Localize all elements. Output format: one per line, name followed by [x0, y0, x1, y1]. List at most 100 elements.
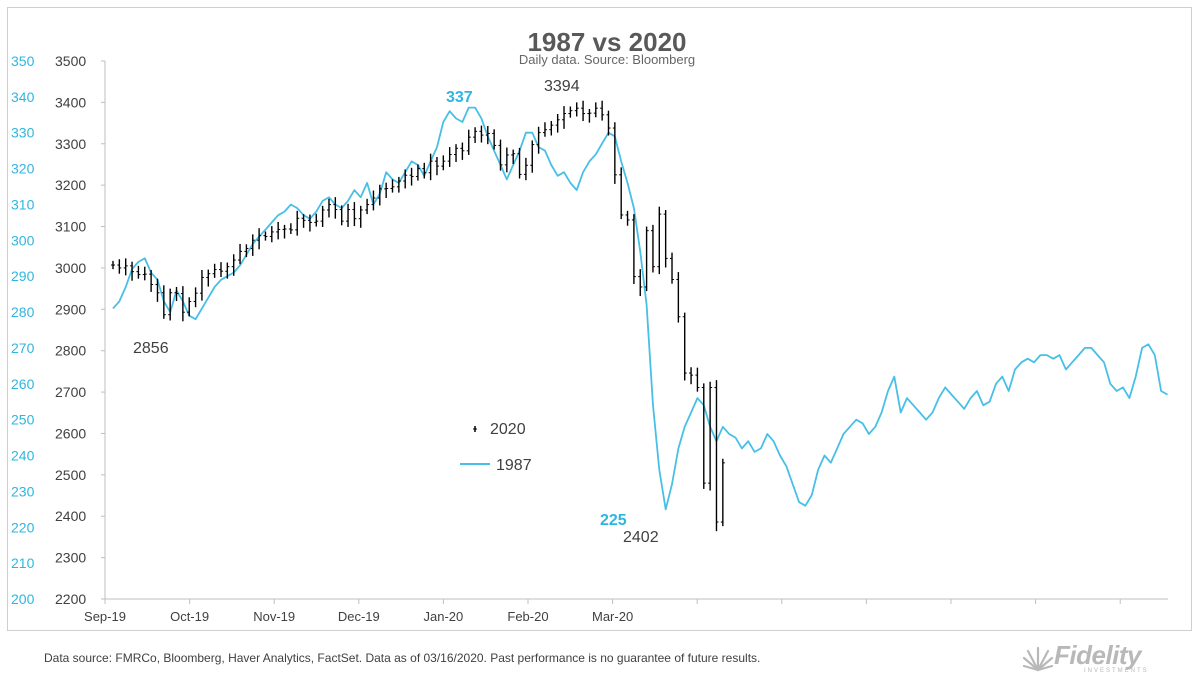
ohlc-bar	[403, 169, 408, 189]
footer-note: Data source: FMRCo, Bloomberg, Haver Ana…	[44, 651, 761, 665]
left-tick-label: 330	[11, 125, 35, 141]
ohlc-bar	[701, 383, 706, 489]
ohlc-bar	[473, 127, 478, 143]
annotation-3394: 3394	[544, 78, 580, 95]
ohlc-bar	[492, 129, 497, 150]
ohlc-bar	[257, 228, 262, 250]
left-axis: 200 210 220 230 240 250 260 270 280 290 300 310 320 3…	[11, 53, 35, 607]
ohlc-bar	[587, 109, 592, 123]
ohlc-bar	[422, 162, 427, 179]
ohlc-bar	[720, 458, 725, 527]
ohlc-bar	[193, 287, 198, 308]
ohlc-bar	[396, 176, 401, 193]
ohlc-bar	[282, 224, 287, 239]
right-tick-label: 2700	[55, 384, 86, 400]
fidelity-logo: Fidelity INVESTMENTS	[1022, 638, 1182, 678]
ohlc-bar	[485, 125, 490, 145]
ohlc-bar	[199, 269, 204, 301]
ohlc-bar	[581, 100, 586, 122]
ohlc-bar	[130, 261, 135, 281]
ohlc-bar	[562, 106, 567, 129]
legend-marker-2020	[473, 426, 477, 432]
left-tick-label: 270	[11, 340, 35, 356]
right-tick-label: 3000	[55, 260, 86, 276]
right-tick-label: 2900	[55, 301, 86, 317]
x-tick-label: Sep-19	[84, 609, 126, 624]
series-line-1987	[112, 106, 1168, 511]
logo-sunburst-icon	[1022, 646, 1054, 672]
annotation-225: 225	[600, 512, 627, 529]
logo-subtext: INVESTMENTS	[1084, 668, 1149, 674]
ohlc-bar	[542, 122, 547, 137]
left-tick-label: 260	[11, 376, 35, 392]
ohlc-bar	[574, 102, 579, 117]
ohlc-bar	[111, 260, 115, 270]
left-tick-label: 350	[11, 53, 35, 69]
ohlc-bar	[409, 167, 414, 186]
ohlc-bar	[670, 252, 675, 284]
ohlc-bar	[606, 110, 611, 136]
left-tick-label: 290	[11, 268, 35, 284]
ohlc-bar	[657, 206, 662, 275]
ohlc-bar	[231, 254, 236, 276]
ohlc-bar	[428, 153, 433, 181]
ohlc-bar	[676, 272, 681, 323]
chart-title: 1987 vs 2020	[527, 27, 686, 57]
right-tick-label: 3100	[55, 219, 86, 235]
ohlc-bar	[650, 224, 655, 273]
right-tick-label: 2200	[55, 591, 86, 607]
left-tick-label: 210	[11, 555, 35, 571]
ohlc-bar	[136, 265, 141, 279]
ohlc-bar	[695, 367, 700, 392]
ohlc-bar	[206, 269, 211, 287]
ohlc-bar	[708, 381, 713, 491]
right-tick-label: 3400	[55, 94, 86, 110]
ohlc-bar	[117, 259, 122, 274]
series-1987	[112, 106, 1168, 511]
x-tick-label: Mar-20	[592, 609, 633, 624]
ohlc-bar	[269, 226, 274, 243]
left-tick-label: 340	[11, 89, 35, 105]
legend-label-2020: 2020	[490, 421, 526, 438]
right-tick-label: 2600	[55, 425, 86, 441]
ohlc-bar	[625, 210, 630, 226]
ohlc-bar	[238, 243, 243, 265]
right-tick-label: 3300	[55, 136, 86, 152]
ohlc-bar	[555, 113, 560, 133]
ohlc-bar	[320, 205, 325, 227]
ohlc-bar	[187, 297, 192, 317]
legend-label-1987: 1987	[496, 457, 532, 474]
right-axis: 2200 2300 2400 2500 2600 2700 2800 2900 3000 3100…	[55, 53, 105, 607]
ohlc-bar	[212, 263, 217, 278]
x-tick-label: Oct-19	[170, 609, 209, 624]
ohlc-bar	[142, 266, 147, 281]
left-tick-label: 200	[11, 591, 35, 607]
left-tick-label: 280	[11, 304, 35, 320]
ohlc-bar	[384, 182, 389, 198]
ohlc-bar	[365, 198, 370, 215]
left-tick-label: 230	[11, 483, 35, 499]
right-tick-label: 3200	[55, 177, 86, 193]
ohlc-bar	[441, 155, 446, 171]
ohlc-bar	[549, 121, 554, 136]
chart: 1987 vs 2020 Daily data. Source: Bloombe…	[11, 27, 1168, 624]
annotation-2856: 2856	[133, 340, 169, 357]
ohlc-bar	[663, 209, 668, 268]
ohlc-bar	[619, 167, 624, 220]
ohlc-bar	[276, 221, 281, 240]
series-2020	[111, 100, 725, 532]
annotation-2402: 2402	[623, 529, 659, 546]
ohlc-bar	[568, 106, 573, 118]
ohlc-bar	[250, 234, 255, 256]
ohlc-bar	[644, 226, 649, 292]
ohlc-bar	[689, 367, 694, 385]
ohlc-bar	[466, 129, 471, 155]
right-tick-label: 2300	[55, 550, 86, 566]
ohlc-bar	[123, 258, 128, 276]
right-tick-label: 2500	[55, 467, 86, 483]
ohlc-bar	[174, 286, 179, 302]
left-tick-label: 310	[11, 196, 35, 212]
ohlc-bar	[454, 144, 459, 162]
ohlc-bar	[307, 214, 312, 232]
right-tick-label: 2400	[55, 508, 86, 524]
